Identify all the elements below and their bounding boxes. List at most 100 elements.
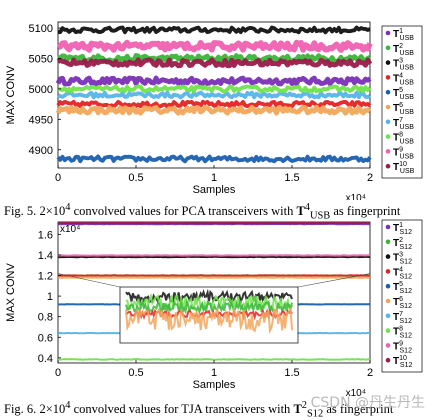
series-9 bbox=[57, 39, 373, 53]
legend-entry: T4 S12 bbox=[393, 266, 412, 280]
x-tick-label: 1 bbox=[211, 367, 217, 379]
y-tick-label: 5100 bbox=[29, 23, 53, 35]
y-tick-label: 5000 bbox=[29, 84, 53, 96]
y-tick-label: 0.4 bbox=[38, 353, 53, 365]
y-tick-label: 1 bbox=[47, 291, 53, 303]
caption-label: Fig. 6. bbox=[4, 402, 37, 417]
legend-entry: T4 USB bbox=[393, 72, 414, 86]
watermark: CSDN @丹生丹生 bbox=[310, 395, 425, 411]
caption-value: 2×10 bbox=[39, 204, 66, 219]
caption-symbol: T bbox=[293, 402, 302, 417]
inset-connector bbox=[297, 273, 371, 288]
series-line bbox=[57, 358, 370, 361]
x-axis-label: Samples bbox=[193, 184, 236, 196]
caption-end: as fingerprint bbox=[323, 402, 394, 417]
figure-6: 0 0.5 1 1.5 2 0.4 0.6 0.8 1 1.2 1.4 1.6 Samples x10⁴ M… bbox=[0, 218, 433, 399]
series-line bbox=[56, 57, 373, 69]
series-line bbox=[57, 25, 371, 35]
inset-series-3 bbox=[125, 298, 293, 316]
legend-marker bbox=[385, 298, 391, 304]
legend-marker bbox=[385, 30, 391, 36]
legend-entry: T1 USB bbox=[393, 28, 414, 42]
caption-symbol: T bbox=[296, 204, 305, 219]
y-axis-label: MAX CONV bbox=[5, 263, 17, 322]
caption-sup: 2 bbox=[301, 400, 307, 411]
caption-exponent: 4 bbox=[65, 202, 71, 213]
legend-entry: T9 S12 bbox=[393, 340, 412, 354]
legend-marker bbox=[385, 269, 391, 274]
figure-5-chart: 0 0.5 1 1.5 2 4900 4950 5000 5050 5100 Samples x10⁴… bbox=[5, 21, 423, 204]
legend-entry: T2 USB bbox=[393, 43, 414, 57]
legend-marker bbox=[385, 357, 391, 363]
legend-entry: T3 S12 bbox=[393, 252, 412, 266]
legend-entry: T3 USB bbox=[393, 58, 414, 72]
series-line bbox=[55, 75, 372, 87]
figure-5: 0 0.5 1 1.5 2 4900 4950 5000 5050 5100 Samples x10⁴… bbox=[0, 0, 433, 204]
series-line bbox=[57, 39, 373, 53]
y-tick-label: 1.6 bbox=[38, 229, 53, 241]
y-tick-label: 1.2 bbox=[38, 271, 53, 283]
caption-sup: 4 bbox=[304, 202, 310, 213]
legend-marker bbox=[385, 89, 391, 95]
caption-label: Fig. 5. bbox=[4, 204, 37, 219]
caption-end: as fingerprint bbox=[330, 204, 401, 219]
legend-marker bbox=[385, 149, 391, 154]
legend-marker bbox=[385, 254, 391, 259]
legend-marker bbox=[385, 75, 391, 80]
legend-entry: T5 S12 bbox=[393, 281, 412, 295]
legend-marker bbox=[385, 283, 391, 289]
caption-exponent: 4 bbox=[65, 400, 71, 411]
series-line bbox=[56, 154, 372, 164]
legend-entry: T6 USB bbox=[393, 102, 414, 116]
inset-series-2 bbox=[125, 292, 293, 313]
figure-6-caption: Fig. 6. 2×104 convolved values for TJA t… bbox=[4, 400, 393, 420]
legend-box bbox=[381, 25, 423, 179]
series-1 bbox=[55, 75, 372, 87]
y-multiplier: x10⁴ bbox=[60, 224, 80, 235]
legend-entry: T8 S12 bbox=[393, 326, 412, 340]
inset-series-5 bbox=[125, 305, 293, 335]
legend-entry: T7 USB bbox=[393, 117, 414, 131]
legend-marker bbox=[385, 60, 391, 65]
series-7 bbox=[57, 90, 371, 100]
series-6 bbox=[55, 104, 372, 116]
x-tick-label: 1.5 bbox=[284, 172, 299, 184]
series-8 bbox=[57, 358, 370, 361]
legend-entry: T9 USB bbox=[393, 146, 414, 160]
legend-entry: T8 USB bbox=[393, 132, 414, 146]
y-tick-label: 4900 bbox=[29, 145, 53, 157]
legend-marker bbox=[385, 224, 391, 230]
caption-value: 2×10 bbox=[39, 402, 66, 417]
series-10 bbox=[56, 57, 373, 69]
x-multiplier: x10⁴ bbox=[346, 388, 366, 398]
legend-entry: T10 S12 bbox=[393, 355, 412, 369]
x-tick-label: 2 bbox=[367, 172, 373, 184]
series-8 bbox=[57, 84, 372, 94]
x-tick-label: 2 bbox=[367, 367, 373, 379]
y-tick-label: 4950 bbox=[29, 114, 53, 126]
series-line bbox=[57, 254, 370, 257]
inset-connector bbox=[57, 273, 121, 288]
caption-sub: USB bbox=[310, 210, 331, 222]
y-tick-label: 0.8 bbox=[38, 312, 53, 324]
legend-entry: T1 S12 bbox=[393, 222, 412, 236]
y-axis-label: MAX CONV bbox=[5, 65, 17, 124]
series-line bbox=[57, 84, 372, 94]
series-line bbox=[55, 104, 372, 116]
series-5 bbox=[56, 154, 372, 164]
figure-6-chart: 0 0.5 1 1.5 2 0.4 0.6 0.8 1 1.2 1.4 1.6 Samples x10⁴ M… bbox=[5, 219, 423, 399]
y-tick-label: 5050 bbox=[29, 54, 53, 66]
figure-5-caption: Fig. 5. 2×104 convolved values for PCA t… bbox=[4, 202, 400, 222]
x-tick-label: 1.5 bbox=[284, 367, 299, 379]
legend-marker bbox=[385, 45, 391, 51]
caption-text: convolved values for TJA transceivers wi… bbox=[70, 402, 294, 417]
x-multiplier: x10⁴ bbox=[346, 193, 366, 200]
caption-sub: S12 bbox=[306, 408, 324, 420]
legend-entry: T5 USB bbox=[393, 87, 414, 101]
legend-entry: T2 S12 bbox=[393, 237, 412, 251]
x-tick-label: 0.5 bbox=[128, 367, 143, 379]
legend-entry: T7 S12 bbox=[393, 311, 412, 325]
legend-marker bbox=[385, 163, 391, 169]
